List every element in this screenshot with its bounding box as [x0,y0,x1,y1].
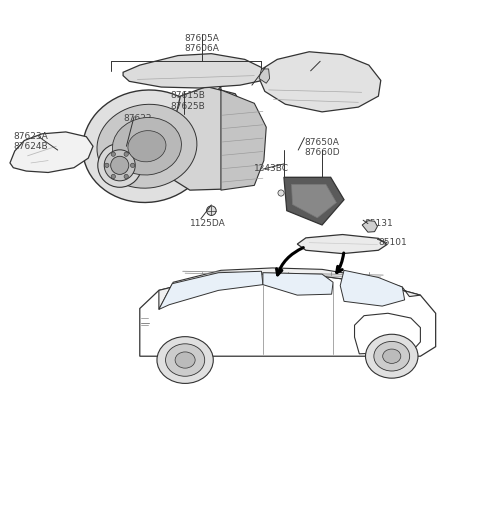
Ellipse shape [104,150,135,181]
Polygon shape [291,184,336,218]
Ellipse shape [206,206,216,216]
Polygon shape [10,132,93,173]
Ellipse shape [383,349,401,364]
Ellipse shape [157,337,213,383]
Text: 1125DA: 1125DA [190,219,226,228]
Ellipse shape [111,156,129,175]
Polygon shape [355,313,420,354]
Text: 87650A
87660D: 87650A 87660D [304,138,340,157]
Polygon shape [284,177,344,225]
Ellipse shape [278,190,284,196]
Text: 1243BC: 1243BC [254,164,289,174]
Polygon shape [259,69,270,83]
Polygon shape [159,268,420,309]
Ellipse shape [111,175,116,179]
Ellipse shape [111,152,116,156]
Polygon shape [260,52,381,112]
Ellipse shape [112,117,181,175]
Ellipse shape [365,334,418,378]
Polygon shape [218,87,266,190]
Polygon shape [159,271,263,309]
Polygon shape [362,221,377,232]
Ellipse shape [166,344,204,376]
Polygon shape [340,270,405,306]
Ellipse shape [175,352,195,368]
Ellipse shape [83,90,211,202]
Text: 87616
87626: 87616 87626 [319,60,348,80]
Ellipse shape [105,163,109,167]
Polygon shape [123,54,263,88]
Polygon shape [169,87,250,190]
Text: 85101: 85101 [378,238,407,247]
Ellipse shape [374,342,409,371]
Ellipse shape [131,163,135,167]
Ellipse shape [128,131,166,162]
Text: 87613L
87614L: 87613L 87614L [266,68,300,87]
Ellipse shape [124,175,128,179]
Text: 85131: 85131 [364,219,393,228]
Polygon shape [263,273,333,295]
Text: 87622: 87622 [123,114,152,123]
Ellipse shape [98,143,142,187]
Text: 87623A
87624B: 87623A 87624B [13,132,48,152]
Ellipse shape [124,152,128,156]
Ellipse shape [97,104,197,188]
Polygon shape [297,234,387,253]
Polygon shape [140,274,436,356]
Text: 87605A
87606A: 87605A 87606A [184,34,219,53]
Text: 87615B
87625B: 87615B 87625B [171,91,205,111]
